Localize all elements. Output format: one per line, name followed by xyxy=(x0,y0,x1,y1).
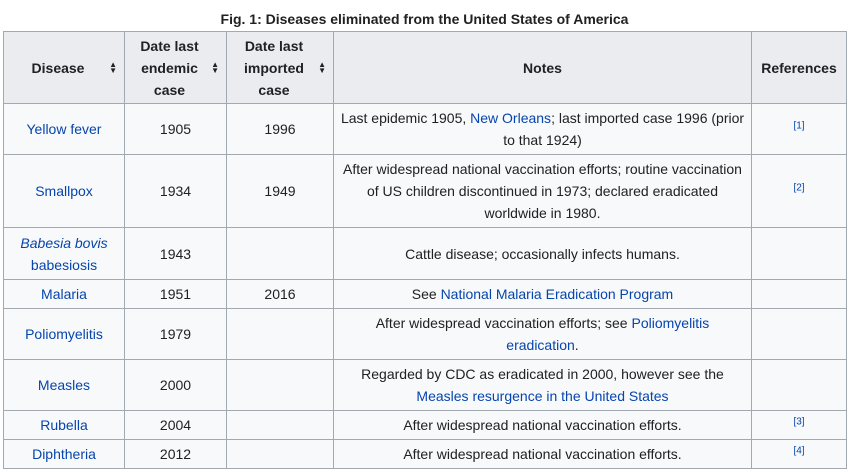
disease-cell: Diphtheria xyxy=(3,439,125,469)
notes-cell: Cattle disease; occasionally infects hum… xyxy=(333,227,752,280)
header-date-last-endemic[interactable]: Date last endemic case ▲ ▼ xyxy=(124,31,227,104)
endemic-cell: 1979 xyxy=(124,308,227,360)
table-row: Diphtheria 2012 After widespread nationa… xyxy=(3,439,847,469)
notes-text: After widespread vaccination efforts; se… xyxy=(375,315,632,331)
ref-cell: [3] xyxy=(751,410,847,440)
notes-cell: After widespread national vaccination ef… xyxy=(333,439,752,469)
table-caption: Fig. 1: Diseases eliminated from the Uni… xyxy=(220,11,629,27)
disease-italic-text: Babesia bovis xyxy=(20,234,108,251)
disease-cell: Measles xyxy=(3,359,125,411)
notes-cell: After widespread national vaccination ef… xyxy=(333,154,752,228)
header-disease[interactable]: Disease ▲ ▼ xyxy=(3,31,125,104)
ref-cell xyxy=(751,308,847,360)
imported-cell: 1996 xyxy=(226,103,334,155)
notes-text: Regarded by CDC as eradicated in 2000, h… xyxy=(361,366,724,382)
disease-cell: Malaria xyxy=(3,279,125,309)
table-row: Rubella 2004 After widespread national v… xyxy=(3,410,847,440)
table-row: Smallpox 1934 1949 After widespread nati… xyxy=(3,154,847,228)
endemic-cell: 1951 xyxy=(124,279,227,309)
imported-cell xyxy=(226,227,334,280)
notes-cell: Regarded by CDC as eradicated in 2000, h… xyxy=(333,359,752,411)
header-imported-line2: imported xyxy=(244,59,304,76)
notes-link[interactable]: Measles resurgence in the United States xyxy=(416,388,669,404)
endemic-cell: 2012 xyxy=(124,439,227,469)
disease-link[interactable]: Yellow fever xyxy=(26,121,102,137)
header-date-last-imported[interactable]: Date last imported case ▲ ▼ xyxy=(226,31,334,104)
disease-text: babesiosis xyxy=(30,256,98,273)
ref-cell: [2] xyxy=(751,154,847,228)
ref-cell: [4] xyxy=(751,439,847,469)
notes-text: See xyxy=(411,286,441,302)
imported-cell xyxy=(226,410,334,440)
disease-link[interactable]: Diphtheria xyxy=(32,446,96,462)
reference-link[interactable]: [4] xyxy=(793,445,805,457)
disease-link[interactable]: Poliomyelitis xyxy=(25,326,103,342)
imported-cell xyxy=(226,359,334,411)
disease-cell: Yellow fever xyxy=(3,103,125,155)
table-row: Poliomyelitis 1979 After widespread vacc… xyxy=(3,308,847,360)
disease-cell: Poliomyelitis xyxy=(3,308,125,360)
diseases-table: Disease ▲ ▼ Date last endemic case ▲ ▼ Dat… xyxy=(3,31,847,469)
notes-cell: See National Malaria Eradication Program xyxy=(333,279,752,309)
table-row: Babesia bovis babesiosis 1943 Cattle dis… xyxy=(3,227,847,280)
header-disease-label: Disease xyxy=(31,59,85,76)
endemic-cell: 2000 xyxy=(124,359,227,411)
table-row: Yellow fever 1905 1996 Last epidemic 190… xyxy=(3,103,847,155)
notes-cell: Last epidemic 1905, New Orleans; last im… xyxy=(333,103,752,155)
sort-arrows-icon[interactable]: ▲ ▼ xyxy=(318,59,326,75)
notes-cell: After widespread national vaccination ef… xyxy=(333,410,752,440)
table-wrapper: Fig. 1: Diseases eliminated from the Uni… xyxy=(3,10,847,469)
header-endemic-line1: Date last xyxy=(140,37,199,54)
header-notes-label: Notes xyxy=(523,59,562,76)
disease-link[interactable]: Malaria xyxy=(41,286,87,302)
disease-cell: Smallpox xyxy=(3,154,125,228)
header-endemic-line2: endemic xyxy=(141,59,198,76)
disease-link[interactable]: Rubella xyxy=(40,417,88,433)
header-row: Disease ▲ ▼ Date last endemic case ▲ ▼ Dat… xyxy=(3,31,847,104)
header-notes: Notes xyxy=(333,31,752,104)
notes-text: Last epidemic 1905, xyxy=(340,110,471,126)
notes-link[interactable]: Poliomyelitis eradication xyxy=(506,315,710,353)
reference-link[interactable]: [2] xyxy=(793,182,805,194)
disease-cell: Rubella xyxy=(3,410,125,440)
ref-cell xyxy=(751,279,847,309)
reference-link[interactable]: [3] xyxy=(793,416,805,428)
header-imported-line3: case xyxy=(258,81,290,98)
imported-cell xyxy=(226,439,334,469)
disease-cell: Babesia bovis babesiosis xyxy=(3,227,125,280)
endemic-cell: 1905 xyxy=(124,103,227,155)
ref-cell xyxy=(751,359,847,411)
notes-cell: After widespread vaccination efforts; se… xyxy=(333,308,752,360)
imported-cell: 1949 xyxy=(226,154,334,228)
reference-link[interactable]: [1] xyxy=(793,120,805,132)
ref-cell xyxy=(751,227,847,280)
notes-text: After widespread national vaccination ef… xyxy=(403,417,682,433)
notes-link[interactable]: National Malaria Eradication Program xyxy=(440,286,674,302)
disease-link[interactable]: Measles xyxy=(37,377,91,393)
notes-text: ; last imported case 1996 (prior to that… xyxy=(503,110,745,148)
endemic-cell: 1943 xyxy=(124,227,227,280)
ref-cell: [1] xyxy=(751,103,847,155)
imported-cell xyxy=(226,308,334,360)
header-references-label: References xyxy=(761,59,837,76)
header-imported-line1: Date last xyxy=(244,37,304,54)
sort-arrows-icon[interactable]: ▲ ▼ xyxy=(109,59,117,75)
table-row: Malaria 1951 2016 See National Malaria E… xyxy=(3,279,847,309)
sort-arrows-icon[interactable]: ▲ ▼ xyxy=(211,59,219,75)
imported-cell: 2016 xyxy=(226,279,334,309)
notes-text: Cattle disease; occasionally infects hum… xyxy=(405,245,680,262)
notes-text: After widespread national vaccination ef… xyxy=(343,161,742,221)
table-row: Measles 2000 Regarded by CDC as eradicat… xyxy=(3,359,847,411)
disease-link[interactable]: Babesia bovis babesiosis xyxy=(20,235,107,273)
header-endemic-line3: case xyxy=(153,81,186,98)
notes-text: . xyxy=(574,337,579,353)
notes-link[interactable]: New Orleans xyxy=(470,110,552,126)
endemic-cell: 1934 xyxy=(124,154,227,228)
disease-link[interactable]: Smallpox xyxy=(35,183,93,199)
notes-text: After widespread national vaccination ef… xyxy=(403,446,682,462)
header-references: References xyxy=(751,31,847,104)
endemic-cell: 2004 xyxy=(124,410,227,440)
